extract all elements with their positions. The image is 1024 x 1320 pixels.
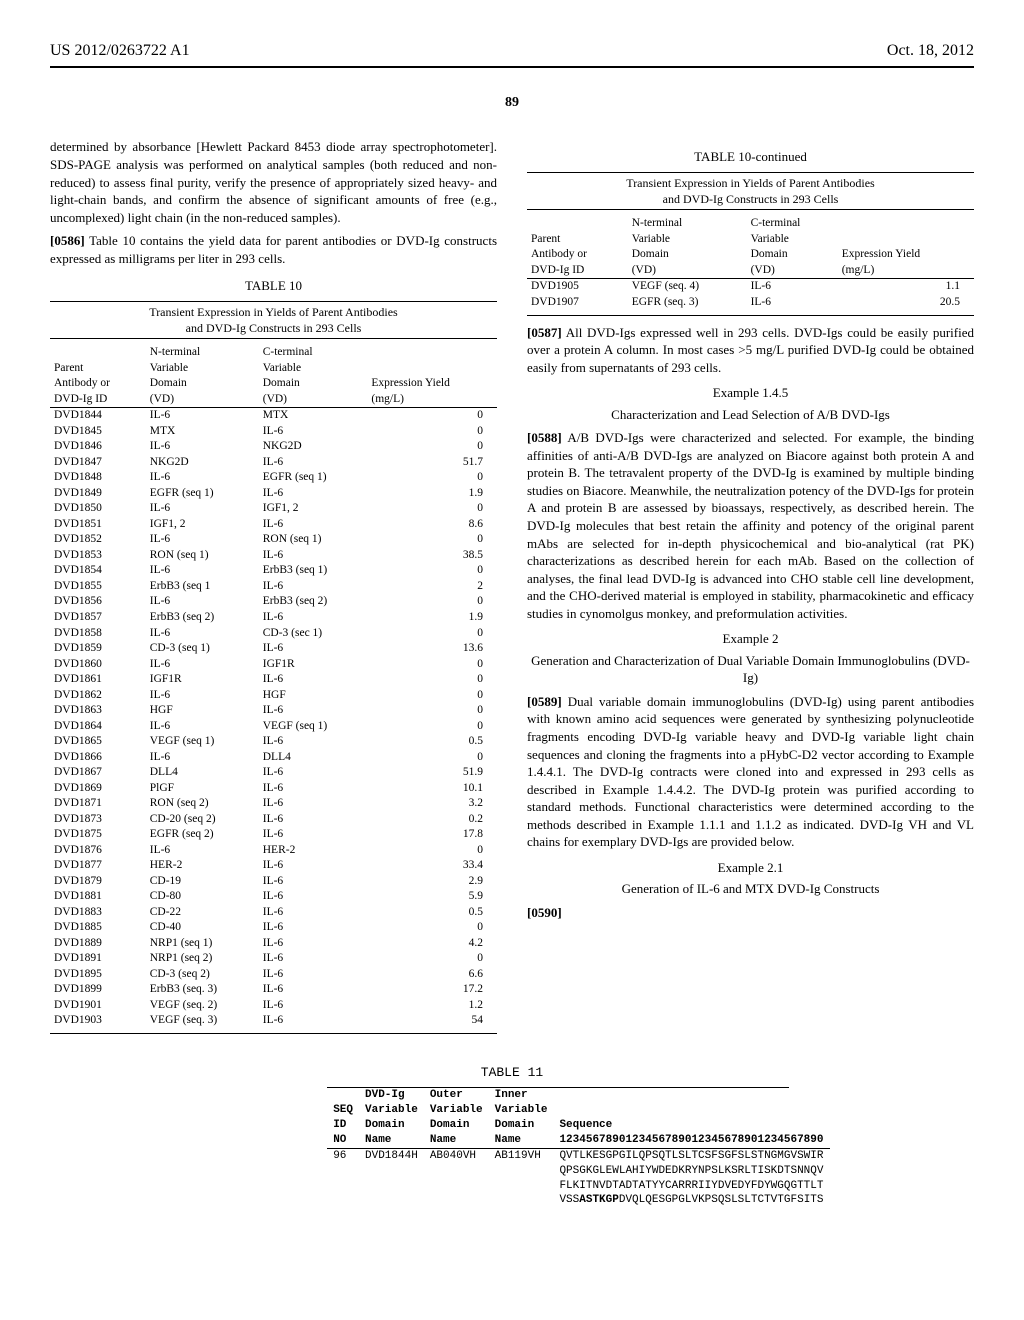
t10-h3b: Variable: [259, 361, 368, 377]
t10-h2c: Domain: [146, 376, 259, 392]
para-0588: [0588] A/B DVD-Igs were characterized an…: [527, 429, 974, 622]
t10-h3c: Domain: [259, 376, 368, 392]
left-column: determined by absorbance [Hewlett Packar…: [50, 138, 497, 1033]
publication-number: US 2012/0263722 A1: [50, 40, 190, 62]
para-num-0589: [0589]: [527, 694, 562, 709]
table-row: DVD1860IL-6IGF1R0: [50, 657, 497, 673]
seq-line-4: VSSASTKGPDVQLQESGPGLVKPSQSLSLTCTVTGFSITS: [553, 1193, 829, 1208]
table-row: DVD1850IL-6IGF1, 20: [50, 501, 497, 517]
table-row: DVD1864IL-6VEGF (seq 1)0: [50, 719, 497, 735]
para-num-0588: [0588]: [527, 430, 562, 445]
para-determined: determined by absorbance [Hewlett Packar…: [50, 138, 497, 226]
table-11: DVD-Ig Outer Inner SEQ Variable Variable…: [327, 1088, 829, 1208]
table-10: N-terminal C-terminal Parent Variable Va…: [50, 345, 497, 1029]
t10-h1c: DVD-Ig ID: [50, 392, 146, 408]
table11-caption: TABLE 11: [50, 1064, 974, 1082]
para-0586: [0586] Table 10 contains the yield data …: [50, 232, 497, 267]
table-row: DVD1891NRP1 (seq 2)IL-60: [50, 951, 497, 967]
seq-line-1: QVTLKESGPGILQPSQTLSLTCSFSGFSLSTNGMGVSWIR: [553, 1148, 829, 1163]
para-0589: [0589] Dual variable domain immunoglobul…: [527, 693, 974, 851]
table-row: DVD1846IL-6NKG2D0: [50, 439, 497, 455]
table-row: DVD1869PlGFIL-610.1: [50, 781, 497, 797]
table-row: DVD1879CD-19IL-62.9: [50, 874, 497, 890]
example-145-title: Example 1.4.5: [527, 384, 974, 402]
table-row: DVD1889NRP1 (seq 1)IL-64.2: [50, 936, 497, 952]
table-row: DVD1855ErbB3 (seq 1IL-62: [50, 579, 497, 595]
table10-subcap2: and DVD-Ig Constructs in 293 Cells: [186, 321, 362, 335]
table-row: DVD1903VEGF (seq. 3)IL-654: [50, 1013, 497, 1029]
t10-h4a: Expression Yield: [367, 376, 497, 392]
table10c-caption: TABLE 10-continued: [527, 148, 974, 166]
table-row: DVD1849EGFR (seq 1)IL-61.9: [50, 486, 497, 502]
para-num-0586: [0586]: [50, 233, 85, 248]
table-row: DVD1847NKG2DIL-651.7: [50, 455, 497, 471]
table-row: DVD1859CD-3 (seq 1)IL-613.6: [50, 641, 497, 657]
table-row: DVD1844IL-6MTX0: [50, 408, 497, 424]
right-column: TABLE 10-continued Transient Expression …: [527, 138, 974, 1033]
table-row: DVD1881CD-80IL-65.9: [50, 889, 497, 905]
example-2-sub: Generation and Characterization of Dual …: [527, 652, 974, 687]
table-row: DVD1852IL-6RON (seq 1)0: [50, 532, 497, 548]
t10-h2d: (VD): [146, 392, 259, 408]
t10-h1b: Antibody or: [50, 376, 146, 392]
table-row: DVD1895CD-3 (seq 2)IL-66.6: [50, 967, 497, 983]
table-row: DVD1856IL-6ErbB3 (seq 2)0: [50, 594, 497, 610]
page-number: 89: [50, 94, 974, 113]
table-row: DVD1848IL-6EGFR (seq 1)0: [50, 470, 497, 486]
table-row: DVD1866IL-6DLL40: [50, 750, 497, 766]
table-row: DVD1857ErbB3 (seq 2)IL-61.9: [50, 610, 497, 626]
table-row: DVD1873CD-20 (seq 2)IL-60.2: [50, 812, 497, 828]
table-row: DVD1865VEGF (seq 1)IL-60.5: [50, 734, 497, 750]
t10-h1a: Parent: [50, 361, 146, 377]
table-row: DVD1883CD-22IL-60.5: [50, 905, 497, 921]
table-row: DVD1854IL-6ErbB3 (seq 1)0: [50, 563, 497, 579]
para-0587: [0587] All DVD-Igs expressed well in 293…: [527, 324, 974, 377]
example-21-title: Example 2.1: [527, 859, 974, 877]
t10-h4b: (mg/L): [367, 392, 497, 408]
table-row: DVD1851IGF1, 2IL-68.6: [50, 517, 497, 533]
t10-h3a: C-terminal: [259, 345, 368, 361]
example-21-sub: Generation of IL-6 and MTX DVD-Ig Constr…: [527, 880, 974, 898]
table-row: DVD1845MTXIL-60: [50, 424, 497, 440]
para-num-0587: [0587]: [527, 325, 562, 340]
table-row: DVD1858IL-6CD-3 (sec 1)0: [50, 626, 497, 642]
para-0590: [0590]: [527, 904, 974, 922]
table11-block: TABLE 11 DVD-Ig Outer Inner SEQ Variable…: [50, 1064, 974, 1208]
para-text-0589: Dual variable domain immunoglobulins (DV…: [527, 694, 974, 849]
t10c-sub1: Transient Expression in Yields of Parent…: [626, 176, 874, 190]
table-row: DVD1867DLL4IL-651.9: [50, 765, 497, 781]
patent-header: US 2012/0263722 A1 Oct. 18, 2012: [50, 40, 974, 68]
table10-caption: TABLE 10: [50, 277, 497, 295]
table-row: DVD1871RON (seq 2)IL-63.2: [50, 796, 497, 812]
para-text-0587: All DVD-Igs expressed well in 293 cells.…: [527, 325, 974, 375]
table-10-continued: N-terminal C-terminal Parent Variable Va…: [527, 216, 974, 310]
para-text-0588: A/B DVD-Igs were characterized and selec…: [527, 430, 974, 620]
table-row: DVD1885CD-40IL-60: [50, 920, 497, 936]
publication-date: Oct. 18, 2012: [887, 40, 974, 62]
table-row: DVD1875EGFR (seq 2)IL-617.8: [50, 827, 497, 843]
table-row: DVD1876IL-6HER-20: [50, 843, 497, 859]
seq-line-3: FLKITNVDTADTATYYCARRRIIYDVEDYFDYWGQGTTLT: [553, 1179, 829, 1194]
table-row: DVD1899ErbB3 (seq. 3)IL-617.2: [50, 982, 497, 998]
t10c-sub2: and DVD-Ig Constructs in 293 Cells: [663, 192, 839, 206]
para-num-0590: [0590]: [527, 905, 562, 920]
para-text-0586: Table 10 contains the yield data for par…: [50, 233, 497, 266]
t10-h3d: (VD): [259, 392, 368, 408]
table10-subcap1: Transient Expression in Yields of Parent…: [149, 305, 397, 319]
table-row: DVD1862IL-6HGF0: [50, 688, 497, 704]
table-row: DVD1853RON (seq 1)IL-638.5: [50, 548, 497, 564]
example-2-title: Example 2: [527, 630, 974, 648]
table-row: DVD1907EGFR (seq. 3)IL-620.5: [527, 295, 974, 311]
table-row: DVD1863HGFIL-60: [50, 703, 497, 719]
table-row: DVD1861IGF1RIL-60: [50, 672, 497, 688]
table11-row: 96 DVD1844H AB040VH AB119VH QVTLKESGPGIL…: [327, 1148, 829, 1163]
example-145-sub: Characterization and Lead Selection of A…: [527, 406, 974, 424]
table-row: DVD1905VEGF (seq. 4)IL-61.1: [527, 279, 974, 295]
table-row: DVD1877HER-2IL-633.4: [50, 858, 497, 874]
t10-h2b: Variable: [146, 361, 259, 377]
table-row: DVD1901VEGF (seq. 2)IL-61.2: [50, 998, 497, 1014]
t10-h2a: N-terminal: [146, 345, 259, 361]
seq-line-2: QPSGKGLEWLAHIYWDEDKRYNPSLKSRLTISKDTSNNQV: [553, 1164, 829, 1179]
